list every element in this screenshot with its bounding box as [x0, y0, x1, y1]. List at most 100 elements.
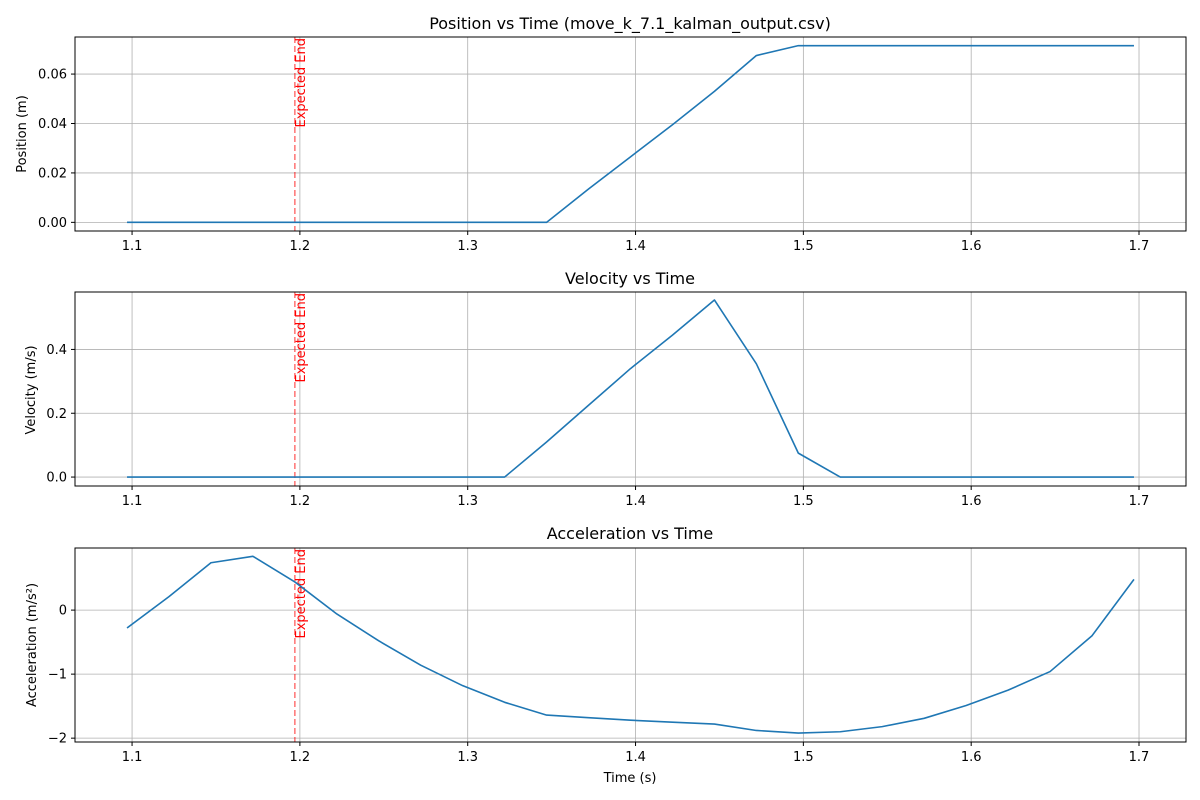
position-data-point-4 — [294, 221, 296, 223]
position-y-tick-label-1: 0.02 — [38, 166, 67, 181]
acceleration-data-point-17 — [839, 731, 841, 733]
position-grid — [75, 37, 1186, 231]
position-data-point-6 — [378, 221, 380, 223]
acceleration-data-point-10 — [545, 714, 547, 716]
acceleration-x-tick-label-5: 1.6 — [961, 750, 982, 765]
velocity-data-point-6 — [378, 476, 380, 478]
acceleration-y-axis-label: Acceleration (m/s²) — [25, 583, 40, 707]
acceleration-x-tick-label-4: 1.5 — [793, 750, 814, 765]
acceleration-data-point-24 — [1133, 578, 1135, 580]
acceleration-data-point-21 — [1007, 689, 1009, 691]
acceleration-data-point-19 — [923, 717, 925, 719]
velocity-plot: Velocity vs Time Velocity (m/s) Expected… — [24, 269, 1187, 509]
velocity-y-axis-label: Velocity (m/s) — [24, 345, 39, 434]
acceleration-data-point-11 — [587, 716, 589, 718]
velocity-x-tick-label-5: 1.6 — [961, 494, 982, 509]
position-axes-frame — [74, 36, 1187, 232]
acceleration-plot: Acceleration vs Time Acceleration (m/s²)… — [25, 524, 1187, 765]
velocity-data-point-20 — [965, 476, 967, 478]
position-x-tick-label-1: 1.2 — [290, 239, 311, 254]
velocity-expected-end-label: Expected End — [294, 293, 309, 383]
velocity-data-point-7 — [420, 476, 422, 478]
velocity-data-point-18 — [881, 476, 883, 478]
position-y-axis-label: Position (m) — [15, 95, 30, 173]
velocity-data-point-4 — [294, 476, 296, 478]
position-data-point-13 — [671, 124, 673, 126]
acceleration-x-tick-label-3: 1.4 — [625, 750, 646, 765]
position-data-point-0 — [126, 221, 128, 223]
velocity-y-tick-label-0: 0.0 — [46, 471, 67, 486]
velocity-data-point-2 — [210, 476, 212, 478]
position-data-point-11 — [587, 188, 589, 190]
velocity-axes-frame — [74, 291, 1187, 487]
position-y-tick-label-0: 0.00 — [38, 216, 67, 231]
velocity-x-tick-label-3: 1.4 — [625, 494, 646, 509]
velocity-x-tick-label-2: 1.3 — [457, 494, 478, 509]
acceleration-data-point-20 — [965, 704, 967, 706]
velocity-data-point-3 — [252, 476, 254, 478]
position-data-point-3 — [252, 221, 254, 223]
position-series-line-0 — [127, 44, 1134, 224]
position-data-point-19 — [923, 44, 925, 46]
velocity-x-tick-label-0: 1.1 — [122, 494, 143, 509]
velocity-y-tick-label-1: 0.2 — [46, 407, 67, 422]
acceleration-data-point-0 — [126, 627, 128, 629]
position-data-point-10 — [545, 221, 547, 223]
velocity-y-tick-label-2: 0.4 — [46, 343, 67, 358]
position-expected-end-label: Expected End — [294, 38, 309, 128]
velocity-data-point-21 — [1007, 476, 1009, 478]
acceleration-data-point-6 — [378, 640, 380, 642]
velocity-plot-title: Velocity vs Time — [565, 269, 695, 288]
position-data-point-7 — [420, 221, 422, 223]
velocity-data-point-13 — [671, 334, 673, 336]
acceleration-x-tick-label-6: 1.7 — [1129, 750, 1150, 765]
velocity-data-point-15 — [755, 363, 757, 365]
velocity-data-point-1 — [168, 476, 170, 478]
x-axis-label: Time (s) — [603, 771, 657, 786]
acceleration-y-tick-label-1: −1 — [48, 668, 67, 683]
acceleration-data-point-7 — [420, 664, 422, 666]
acceleration-data-point-12 — [629, 719, 631, 721]
velocity-series-line-0 — [127, 299, 1134, 478]
velocity-data-point-22 — [1049, 476, 1051, 478]
acceleration-x-tick-label-1: 1.2 — [290, 750, 311, 765]
position-data-point-5 — [336, 221, 338, 223]
velocity-data-point-19 — [923, 476, 925, 478]
velocity-data-point-23 — [1091, 476, 1093, 478]
acceleration-data-point-9 — [503, 701, 505, 703]
acceleration-expected-end-label: Expected End — [294, 549, 309, 639]
acceleration-data-point-1 — [168, 595, 170, 597]
position-plot-title: Position vs Time (move_k_7.1_kalman_outp… — [429, 14, 831, 34]
position-data-point-24 — [1133, 44, 1135, 46]
position-data-point-8 — [461, 221, 463, 223]
acceleration-data-point-16 — [797, 732, 799, 734]
position-y-tick-label-2: 0.04 — [38, 117, 67, 132]
position-data-point-20 — [965, 44, 967, 46]
acceleration-data-point-13 — [671, 721, 673, 723]
acceleration-data-point-18 — [881, 725, 883, 727]
position-plot: Position vs Time (move_k_7.1_kalman_outp… — [15, 14, 1187, 254]
position-data-point-15 — [755, 54, 757, 56]
position-y-tick-label-3: 0.06 — [38, 68, 67, 83]
acceleration-data-point-4 — [294, 581, 296, 583]
position-data-point-14 — [713, 90, 715, 92]
position-x-tick-label-3: 1.4 — [625, 239, 646, 254]
acceleration-series-line-0 — [126, 555, 1135, 734]
acceleration-plot-title: Acceleration vs Time — [547, 524, 714, 543]
position-x-tick-label-0: 1.1 — [122, 239, 143, 254]
position-data-point-17 — [839, 44, 841, 46]
acceleration-data-point-3 — [252, 555, 254, 557]
position-data-point-1 — [168, 221, 170, 223]
position-data-point-23 — [1091, 44, 1093, 46]
position-data-point-22 — [1049, 44, 1051, 46]
velocity-x-tick-label-4: 1.5 — [793, 494, 814, 509]
position-x-tick-label-2: 1.3 — [457, 239, 478, 254]
acceleration-data-point-14 — [713, 723, 715, 725]
velocity-data-point-24 — [1133, 476, 1135, 478]
velocity-data-point-9 — [503, 476, 505, 478]
position-x-tick-label-5: 1.6 — [961, 239, 982, 254]
position-x-tick-label-6: 1.7 — [1129, 239, 1150, 254]
position-data-point-21 — [1007, 44, 1009, 46]
